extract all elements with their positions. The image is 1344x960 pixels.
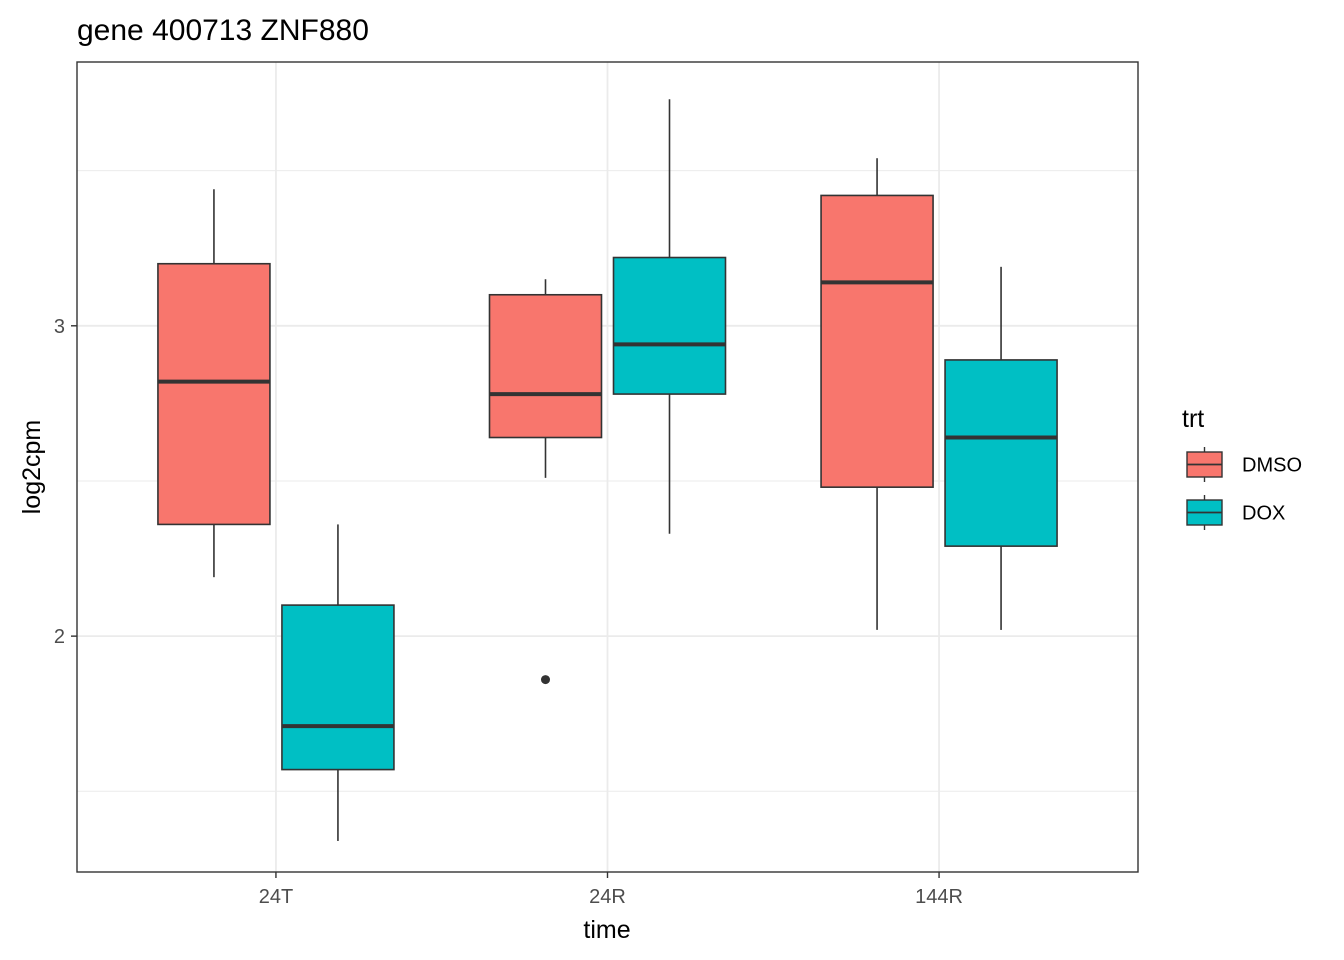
box-iqr [157,262,271,526]
x-axis-title: time [583,916,630,944]
legend-label: DMSO [1242,455,1302,477]
legend: trt DMSO DOX [1182,405,1302,530]
box-iqr [488,293,603,439]
x-axis: 24T 24R 144R [259,872,963,908]
y-tick-label: 2 [54,626,65,648]
box-iqr [612,256,727,395]
x-tick-label: 24T [259,886,293,908]
box-dmso-24t [157,189,271,578]
legend-title: trt [1182,405,1204,433]
box-dox-144r [944,266,1058,630]
box-dmso-144r [820,158,934,630]
outlier-point [541,675,550,685]
box-iqr [281,604,395,771]
legend-label: DOX [1242,503,1285,525]
x-tick-label: 24R [589,886,626,908]
box-dox-24r [612,99,727,534]
legend-item-dmso: DMSO [1186,447,1302,482]
box-dox-24t [281,524,395,841]
legend-item-dox: DOX [1186,495,1285,530]
chart-title: gene 400713 ZNF880 [77,14,369,47]
box-iqr [944,359,1058,547]
box-dmso-24r [488,279,603,685]
y-tick-label: 3 [54,316,65,338]
box-iqr [820,194,934,488]
y-axis: 23 [54,316,77,648]
x-tick-label: 144R [915,886,963,908]
boxes-layer [157,99,1058,841]
y-axis-title: log2cpm [18,420,46,515]
